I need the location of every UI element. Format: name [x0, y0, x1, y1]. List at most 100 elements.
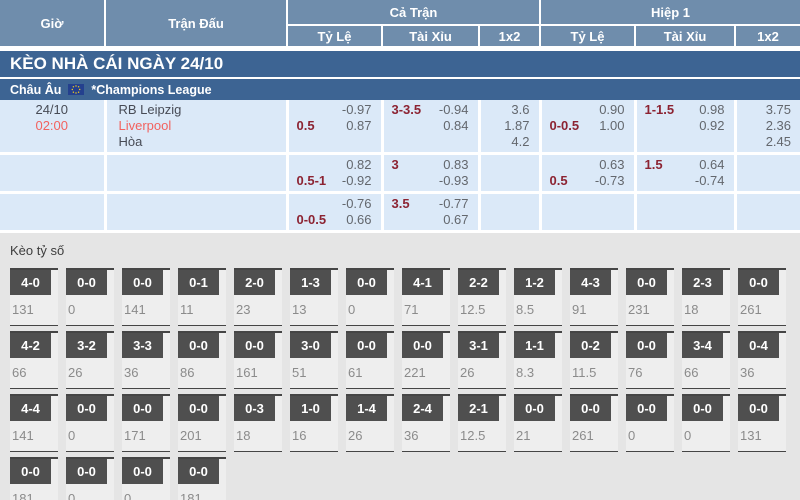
score-cell[interactable]: 2-3 18 — [682, 268, 730, 326]
h1-over-under-cell[interactable]: 1-1.5 0.98 0.92 — [635, 100, 737, 155]
score-cell[interactable]: 4-1 71 — [402, 268, 450, 326]
score-cell[interactable]: 1-1 8.3 — [514, 331, 562, 389]
ft-over-under-cell[interactable]: 3-3.5 -0.94 0.84 — [382, 100, 481, 155]
score-cell[interactable]: 0-0 0 — [66, 394, 114, 452]
score-cell[interactable]: 0-0 221 — [402, 331, 450, 389]
odds-value[interactable]: -0.94 — [438, 102, 469, 117]
score-cell[interactable]: 1-2 8.5 — [514, 268, 562, 326]
score-cell[interactable]: 3-3 36 — [122, 331, 170, 389]
score-cell[interactable]: 0-0 76 — [626, 331, 674, 389]
ft-1x2-cell[interactable] — [479, 153, 542, 194]
score-cell[interactable]: 2-0 23 — [234, 268, 282, 326]
odds-value[interactable]: -0.74 — [694, 173, 725, 188]
score-cell[interactable]: 3-2 26 — [66, 331, 114, 389]
odds-value[interactable]: 3.6 — [511, 102, 530, 117]
odds-value[interactable]: 0.83 — [443, 157, 469, 172]
handicap-line: 0.5 — [296, 118, 315, 133]
ft-over-under-cell[interactable]: 3 0.83 -0.93 — [382, 153, 481, 194]
score-cell[interactable]: 0-0 231 — [626, 268, 674, 326]
score-odds: 18 — [236, 428, 251, 443]
odds-value[interactable]: 1.87 — [504, 118, 530, 133]
h1-1x2-cell[interactable] — [735, 153, 800, 194]
score-cell[interactable]: 3-1 26 — [458, 331, 506, 389]
score-cell[interactable]: 4-2 66 — [10, 331, 58, 389]
over-under-line: 1-1.5 — [644, 102, 675, 117]
score-cell[interactable]: 0-0 201 — [178, 394, 226, 452]
score-label: 0-0 — [346, 333, 387, 358]
odds-value[interactable]: 0.84 — [443, 118, 469, 133]
ft-over-under-cell[interactable]: 3.5 -0.77 0.67 — [382, 192, 481, 233]
score-cell[interactable]: 0-1 11 — [178, 268, 226, 326]
odds-value[interactable]: 0.82 — [346, 157, 372, 172]
h1-handicap-cell[interactable] — [540, 192, 637, 233]
score-cell[interactable]: 2-1 12.5 — [458, 394, 506, 452]
score-cell[interactable]: 2-2 12.5 — [458, 268, 506, 326]
score-cell[interactable]: 0-0 181 — [10, 457, 58, 500]
odds-value[interactable]: 4.2 — [511, 134, 530, 149]
col-header-h1-over-under: Tài Xỉu — [634, 24, 736, 48]
score-cell[interactable]: 4-3 91 — [570, 268, 618, 326]
odds-value[interactable]: 0.87 — [346, 118, 372, 133]
ft-1x2-cell[interactable]: 3.6 1.87 4.2 — [479, 100, 542, 155]
score-cell[interactable]: 0-0 261 — [738, 268, 786, 326]
date-banner-title: KÈO NHÀ CÁI NGÀY 24/10 — [10, 54, 224, 73]
score-odds: 201 — [180, 428, 202, 443]
score-cell[interactable]: 0-4 36 — [738, 331, 786, 389]
score-cell[interactable]: 0-0 0 — [626, 394, 674, 452]
score-cell[interactable]: 0-0 0 — [682, 394, 730, 452]
score-cell[interactable]: 0-0 181 — [178, 457, 226, 500]
ft-1x2-cell[interactable] — [479, 192, 542, 233]
score-cell[interactable]: 0-0 141 — [122, 268, 170, 326]
ft-handicap-cell[interactable]: -0.76 0-0.5 0.66 — [287, 192, 384, 233]
score-cell[interactable]: 3-4 66 — [682, 331, 730, 389]
odds-value[interactable]: 1.00 — [599, 118, 625, 133]
odds-value[interactable]: 0.90 — [599, 102, 625, 117]
h1-over-under-cell[interactable] — [635, 192, 737, 233]
score-cell[interactable]: 0-0 86 — [178, 331, 226, 389]
odds-value[interactable]: -0.93 — [438, 173, 469, 188]
score-cell[interactable]: 0-0 21 — [514, 394, 562, 452]
score-cell[interactable]: 3-0 51 — [290, 331, 338, 389]
score-cell[interactable]: 0-2 11.5 — [570, 331, 618, 389]
h1-1x2-cell[interactable] — [735, 192, 800, 233]
odds-value[interactable]: 0.64 — [699, 157, 725, 172]
score-cell[interactable]: 0-0 0 — [66, 457, 114, 500]
score-cell[interactable]: 2-4 36 — [402, 394, 450, 452]
score-cell[interactable]: 0-0 0 — [346, 268, 394, 326]
odds-value[interactable]: -0.97 — [341, 102, 372, 117]
score-cell[interactable]: 0-0 261 — [570, 394, 618, 452]
score-cell[interactable]: 0-0 131 — [738, 394, 786, 452]
ft-handicap-cell[interactable]: -0.97 0.5 0.87 — [287, 100, 384, 155]
score-cell[interactable]: 1-3 13 — [290, 268, 338, 326]
h1-1x2-cell[interactable]: 3.75 2.36 2.45 — [735, 100, 800, 155]
odds-value[interactable]: 0.63 — [599, 157, 625, 172]
score-cell[interactable]: 0-0 61 — [346, 331, 394, 389]
league-row[interactable]: Châu Âu *Champions League — [0, 79, 800, 100]
score-cell[interactable]: 0-0 0 — [66, 268, 114, 326]
odds-value[interactable]: 2.45 — [765, 134, 791, 149]
h1-over-under-cell[interactable]: 1.5 0.64 -0.74 — [635, 153, 737, 194]
odds-value[interactable]: -0.76 — [341, 196, 372, 211]
score-cell[interactable]: 4-0 131 — [10, 268, 58, 326]
score-cell[interactable]: 0-0 171 — [122, 394, 170, 452]
score-cell[interactable]: 1-4 26 — [346, 394, 394, 452]
score-odds: 21 — [516, 428, 531, 443]
score-cell[interactable]: 4-4 141 — [10, 394, 58, 452]
odds-value[interactable]: 3.75 — [765, 102, 791, 117]
odds-value[interactable]: 0.98 — [699, 102, 725, 117]
ft-handicap-cell[interactable]: 0.82 0.5-1 -0.92 — [287, 153, 384, 194]
odds-value[interactable]: 2.36 — [765, 118, 791, 133]
odds-value[interactable]: -0.77 — [438, 196, 469, 211]
h1-handicap-cell[interactable]: 0.90 0-0.5 1.00 — [540, 100, 637, 155]
odds-value[interactable]: -0.92 — [341, 173, 372, 188]
h1-handicap-cell[interactable]: 0.63 0.5 -0.73 — [540, 153, 637, 194]
score-cell[interactable]: 0-0 161 — [234, 331, 282, 389]
odds-value[interactable]: 0.92 — [699, 118, 725, 133]
score-cell[interactable]: 0-3 18 — [234, 394, 282, 452]
odds-value[interactable]: 0.67 — [443, 212, 469, 227]
match-odds-row-1: 24/10 02:00 RB Leipzig Liverpool Hòa -0.… — [0, 100, 800, 155]
odds-value[interactable]: -0.73 — [594, 173, 625, 188]
score-cell[interactable]: 1-0 16 — [290, 394, 338, 452]
score-cell[interactable]: 0-0 0 — [122, 457, 170, 500]
odds-value[interactable]: 0.66 — [346, 212, 372, 227]
